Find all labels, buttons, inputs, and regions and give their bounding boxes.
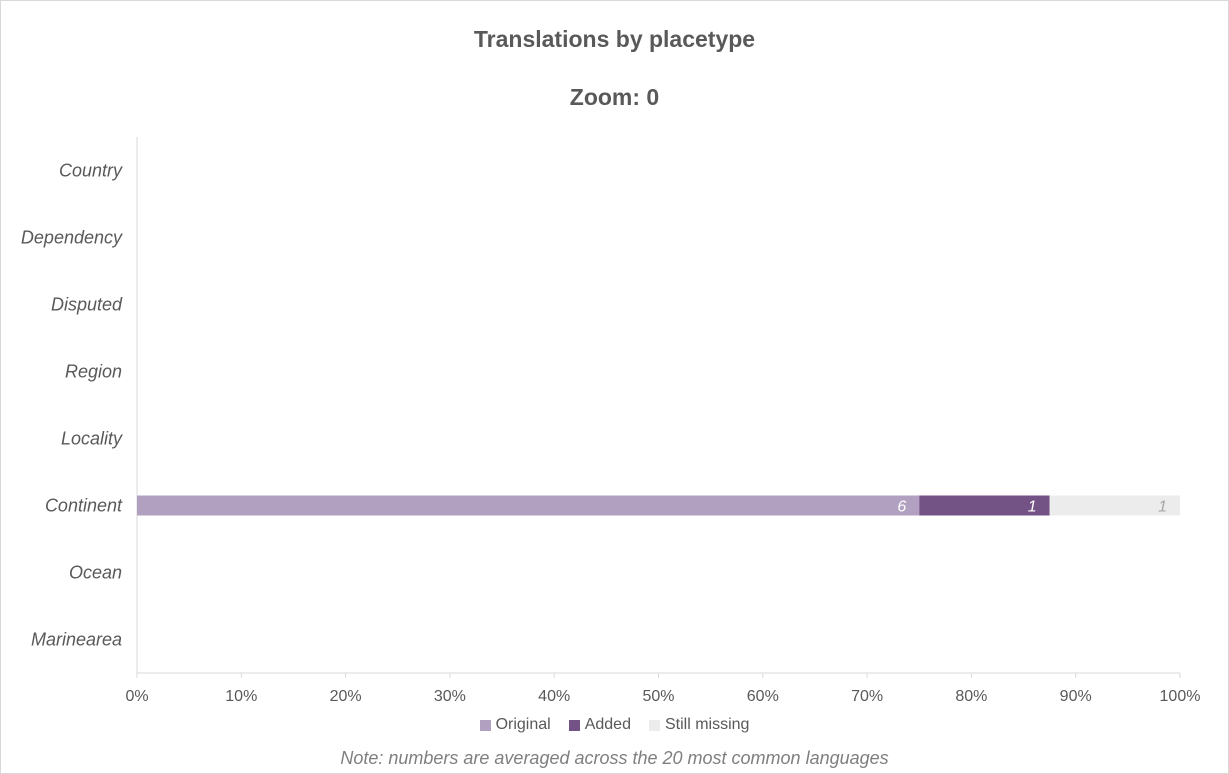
category-label: Country — [59, 161, 123, 181]
data-label: 1 — [1158, 499, 1167, 516]
legend-label: Original — [495, 716, 551, 733]
category-label: Locality — [61, 429, 123, 449]
category-label: Disputed — [51, 295, 123, 315]
category-label: Marinearea — [31, 630, 122, 650]
x-tick-label: 50% — [642, 688, 674, 705]
chart-subtitle: Zoom: 0 — [569, 84, 660, 110]
x-tick-label: 40% — [538, 688, 570, 705]
x-tick-label: 80% — [955, 688, 987, 705]
x-tick-label: 100% — [1160, 688, 1201, 705]
x-tick-label: 10% — [225, 688, 257, 705]
x-tick-label: 90% — [1060, 688, 1092, 705]
legend-swatch — [648, 719, 660, 731]
legend-swatch — [568, 719, 580, 731]
legend-label: Added — [584, 716, 631, 733]
data-label: 1 — [1028, 499, 1037, 516]
legend-item: Still missing — [648, 716, 750, 734]
x-tick-label: 20% — [330, 688, 362, 705]
bar-segment — [137, 495, 920, 516]
legend-item: Added — [568, 716, 631, 734]
category-label: Region — [65, 362, 122, 382]
chart-note: Note: numbers are averaged across the 20… — [340, 748, 889, 768]
bar-segment — [919, 495, 1050, 516]
x-tick-label: 0% — [125, 688, 148, 705]
x-tick-label: 30% — [434, 688, 466, 705]
data-label: 6 — [897, 499, 906, 516]
legend-item: Original — [479, 716, 551, 734]
chart-title: Translations by placetype — [473, 26, 756, 52]
category-label: Continent — [45, 496, 123, 516]
category-label: Dependency — [21, 228, 123, 248]
x-tick-label: 60% — [747, 688, 779, 705]
legend-swatch — [479, 719, 491, 731]
category-label: Ocean — [69, 563, 122, 583]
x-tick-label: 70% — [851, 688, 883, 705]
bar-segment — [1049, 495, 1180, 516]
legend: Original Added Still missing — [0, 716, 1229, 734]
legend-label: Still missing — [664, 716, 750, 733]
